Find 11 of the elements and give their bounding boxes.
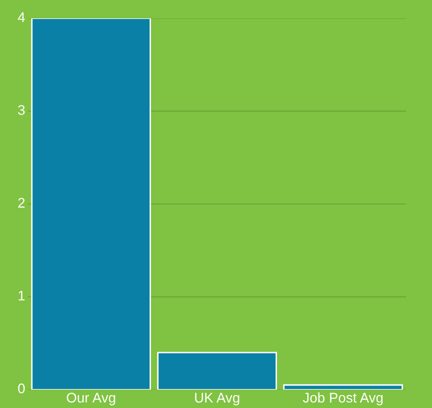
x-tick-label: UK Avg xyxy=(195,392,240,406)
y-tick-label: 1 xyxy=(18,290,25,300)
bar xyxy=(283,384,403,390)
bar xyxy=(157,352,277,390)
x-tick-label: Job Post Avg xyxy=(302,392,383,406)
y-tick-label: 0 xyxy=(18,384,25,394)
x-tick-label: Our Avg xyxy=(66,392,116,406)
bar xyxy=(31,18,151,390)
y-tick-label: 2 xyxy=(18,198,25,208)
y-tick-label: 4 xyxy=(18,12,25,22)
y-tick-label: 3 xyxy=(18,105,25,115)
